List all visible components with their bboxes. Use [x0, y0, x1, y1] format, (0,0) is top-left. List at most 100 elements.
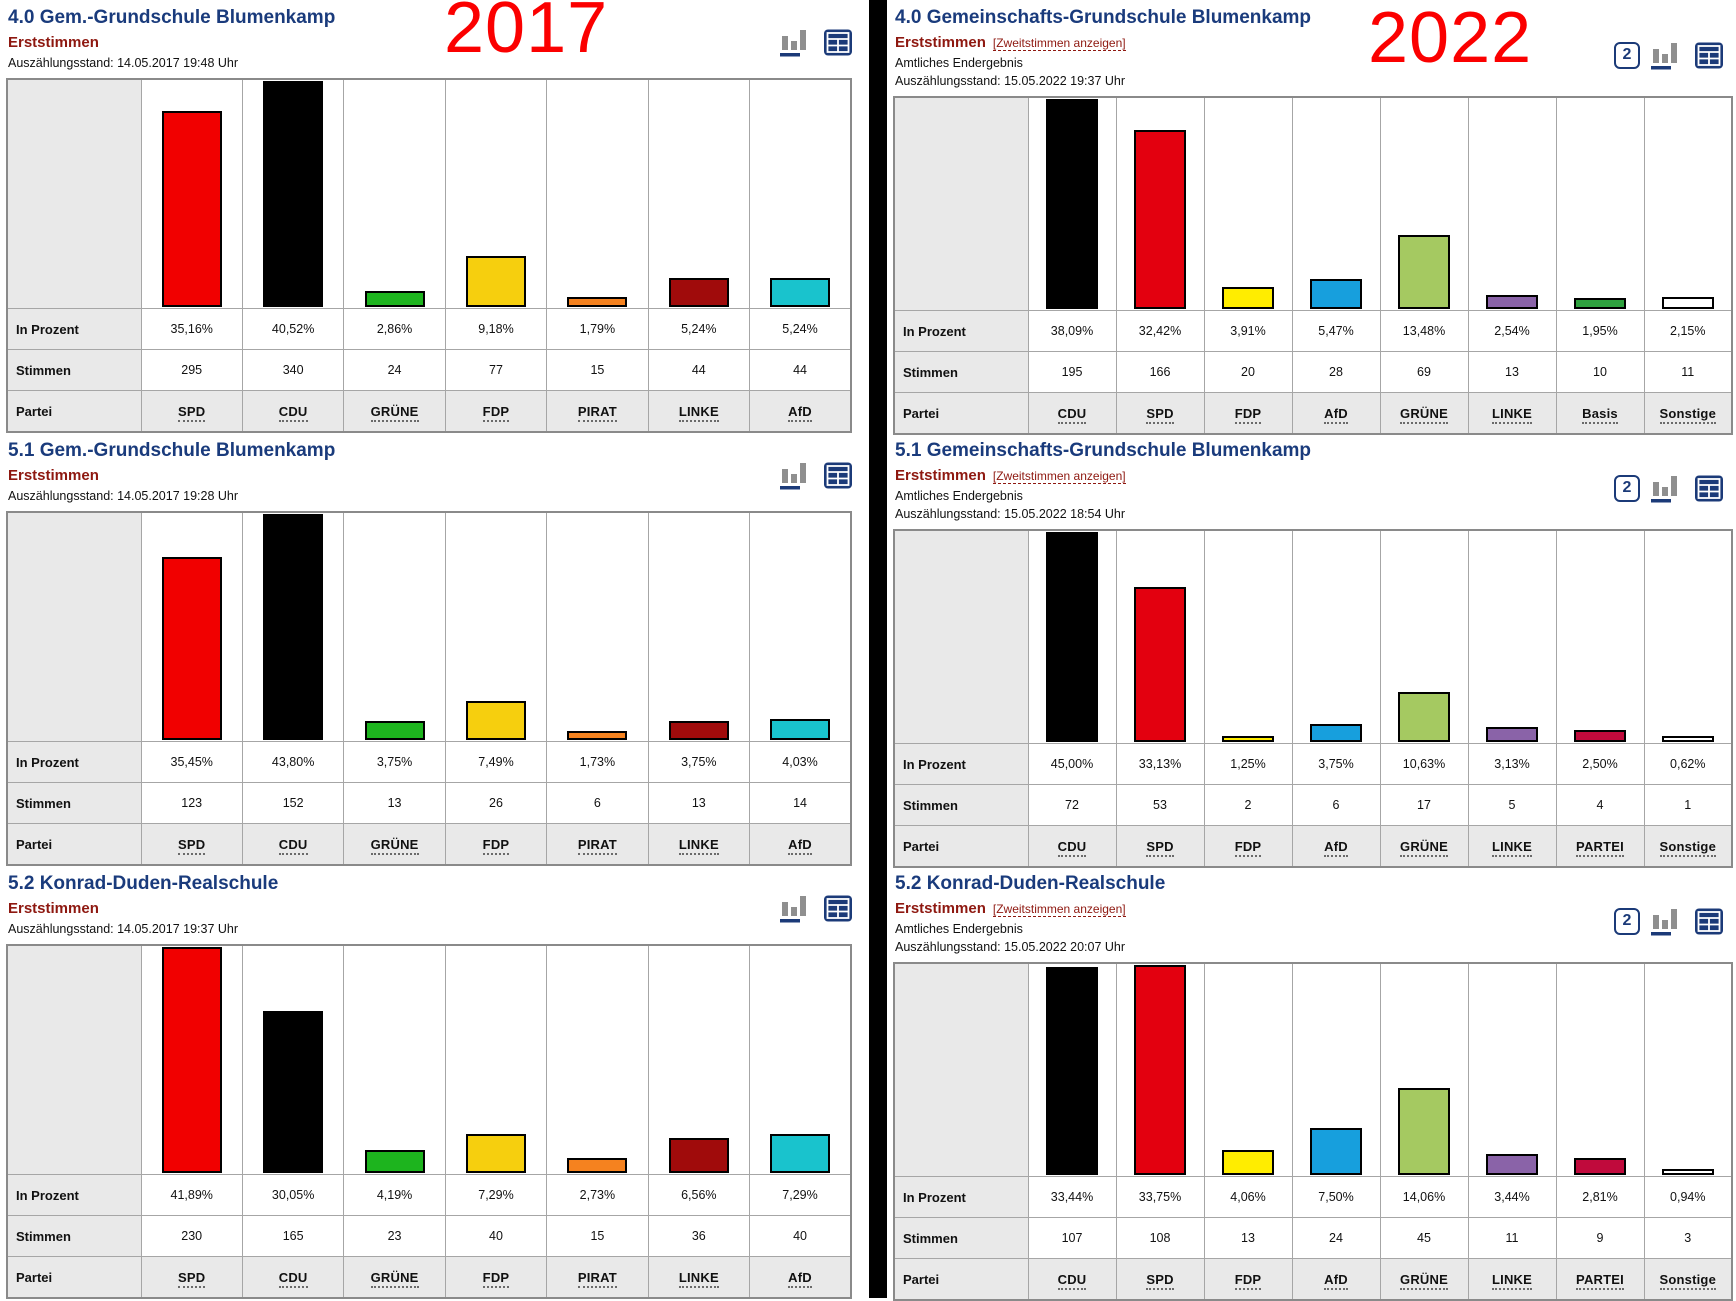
- party-name-afd: AfD: [1324, 1271, 1348, 1290]
- percent-cell: 30,05%: [241, 1174, 345, 1216]
- bar-afd: [770, 278, 831, 307]
- bar-basis: [1574, 298, 1626, 309]
- bar-chart-icon[interactable]: [1649, 473, 1685, 503]
- numeral-2-icon[interactable]: 2: [1614, 907, 1640, 935]
- zweitstimmen-link[interactable]: [Zweitstimmen anzeigen]: [992, 469, 1126, 484]
- numeral-2-icon[interactable]: 2: [1614, 474, 1640, 502]
- votes-cell: 13: [647, 782, 751, 824]
- party-cell: PARTEI: [1555, 1258, 1645, 1301]
- bar-cell: [1467, 529, 1557, 744]
- votes-cell: 13: [343, 782, 446, 824]
- view-icons: 2: [1614, 906, 1724, 936]
- bar-fdp: [465, 701, 526, 740]
- party-row-label: Partei: [893, 392, 1029, 435]
- final-result-note: Amtliches Endergebnis: [895, 922, 1023, 936]
- bar-chart-icon[interactable]: [778, 27, 814, 57]
- results-panel: 4.0 Gemeinschafts-Grundschule Blumenkamp…: [887, 0, 1736, 435]
- left-half-2017: 4.0 Gem.-Grundschule Blumenkamp Erststimm…: [0, 0, 869, 1299]
- votes-cell: 44: [647, 349, 751, 391]
- final-result-note: Amtliches Endergebnis: [895, 56, 1023, 70]
- party-name-cdu: CDU: [1057, 1271, 1087, 1290]
- percent-cell: 4,03%: [749, 741, 852, 783]
- votes-cell: 24: [343, 349, 446, 391]
- results-table: In Prozent 35,45% 43,80% 3,75% 7,49% 1,73% 3,7…: [6, 511, 852, 866]
- numeral-2-icon[interactable]: 2: [1614, 41, 1640, 69]
- chart-row: [6, 78, 852, 309]
- panel-title: 4.0 Gemeinschafts-Grundschule Blumenkamp: [895, 7, 1312, 28]
- votes-row-label: Stimmen: [6, 1215, 142, 1257]
- votes-row-label: Stimmen: [893, 351, 1029, 393]
- results-panel: 5.1 Gemeinschafts-Grundschule Blumenkamp…: [887, 433, 1736, 868]
- percent-row-label: In Prozent: [6, 1174, 142, 1216]
- bar-pirat: [567, 297, 628, 307]
- percent-row-label: In Prozent: [6, 741, 142, 783]
- chart-label-cell: [6, 78, 142, 309]
- bar-cdu: [263, 81, 324, 307]
- party-name-spd: SPD: [178, 403, 206, 422]
- table-view-icon[interactable]: [823, 894, 853, 923]
- votes-row: Stimmen 230 165 23 40 15 36 40: [6, 1215, 852, 1257]
- table-view-icon[interactable]: [1694, 41, 1724, 70]
- zweitstimmen-link[interactable]: [Zweitstimmen anzeigen]: [992, 36, 1126, 51]
- bar-chart-icon[interactable]: [1649, 906, 1685, 936]
- count-status: Auszählungsstand: 14.05.2017 19:48 Uhr: [8, 56, 239, 70]
- bar-cell: [546, 78, 649, 309]
- percent-row-label: In Prozent: [6, 308, 142, 350]
- votes-cell: 6: [546, 782, 649, 824]
- chart-row: [893, 96, 1733, 311]
- percent-cell: 33,75%: [1115, 1176, 1205, 1218]
- party-cell: CDU: [241, 390, 345, 433]
- party-name-grüne: GRÜNE: [1400, 1271, 1448, 1290]
- party-name-fdp: FDP: [482, 836, 510, 855]
- bar-fdp: [1222, 287, 1274, 309]
- bar-cell: [343, 78, 446, 309]
- party-cell: Basis: [1555, 392, 1645, 435]
- party-row-label: Partei: [6, 390, 142, 433]
- party-cell: GRÜNE: [1379, 392, 1469, 435]
- table-view-icon[interactable]: [823, 461, 853, 490]
- party-cell: GRÜNE: [1379, 825, 1469, 868]
- party-name-grüne: GRÜNE: [370, 403, 419, 422]
- votes-cell: 13: [1203, 1217, 1293, 1259]
- bar-linke: [668, 1138, 729, 1173]
- party-cell: AfD: [749, 1256, 852, 1299]
- percent-row: In Prozent 35,45% 43,80% 3,75% 7,49% 1,73% 3,7…: [6, 741, 852, 783]
- chart-label-cell: [893, 529, 1029, 744]
- bar-grüne: [364, 721, 425, 740]
- bar-cell: [343, 511, 446, 742]
- party-name-grüne: GRÜNE: [1400, 838, 1448, 857]
- votes-cell: 13: [1467, 351, 1557, 393]
- votes-cell: 152: [241, 782, 345, 824]
- percent-cell: 35,45%: [140, 741, 243, 783]
- percent-row: In Prozent 45,00% 33,13% 1,25% 3,75% 10,63% 3,…: [893, 743, 1733, 785]
- party-name-fdp: FDP: [482, 403, 510, 422]
- party-cell: SPD: [140, 390, 243, 433]
- party-name-sonstige: Sonstige: [1659, 405, 1716, 424]
- party-row: Partei CDU SPD FDP AfD GRÜNE LINKE Basis Sonstig…: [893, 392, 1733, 435]
- percent-cell: 41,89%: [140, 1174, 243, 1216]
- vote-type-label: Erststimmen: [895, 467, 986, 484]
- table-view-icon[interactable]: [823, 28, 853, 57]
- results-table: In Prozent 35,16% 40,52% 2,86% 9,18% 1,79% 5,2…: [6, 78, 852, 433]
- zweitstimmen-link[interactable]: [Zweitstimmen anzeigen]: [992, 902, 1126, 917]
- chart-row: [6, 511, 852, 742]
- bar-linke: [1486, 295, 1538, 309]
- party-cell: SPD: [140, 1256, 243, 1299]
- percent-cell: 9,18%: [444, 308, 548, 350]
- percent-cell: 7,49%: [444, 741, 548, 783]
- party-name-linke: LINKE: [1492, 838, 1532, 857]
- party-cell: AfD: [749, 823, 852, 866]
- party-row: Partei CDU SPD FDP AfD GRÜNE LINKE PARTEI Sonsti…: [893, 1258, 1733, 1301]
- table-view-icon[interactable]: [1694, 474, 1724, 503]
- bar-chart-icon[interactable]: [778, 893, 814, 923]
- table-view-icon[interactable]: [1694, 907, 1724, 936]
- party-cell: AfD: [1291, 1258, 1381, 1301]
- percent-cell: 14,06%: [1379, 1176, 1469, 1218]
- bar-chart-icon[interactable]: [1649, 40, 1685, 70]
- bar-chart-icon[interactable]: [778, 460, 814, 490]
- bar-fdp: [1222, 736, 1274, 742]
- party-name-partei: PARTEI: [1576, 1271, 1624, 1290]
- bar-fdp: [465, 256, 526, 307]
- party-name-sonstige: Sonstige: [1659, 838, 1716, 857]
- count-status: Auszählungsstand: 15.05.2022 18:54 Uhr: [895, 507, 1126, 521]
